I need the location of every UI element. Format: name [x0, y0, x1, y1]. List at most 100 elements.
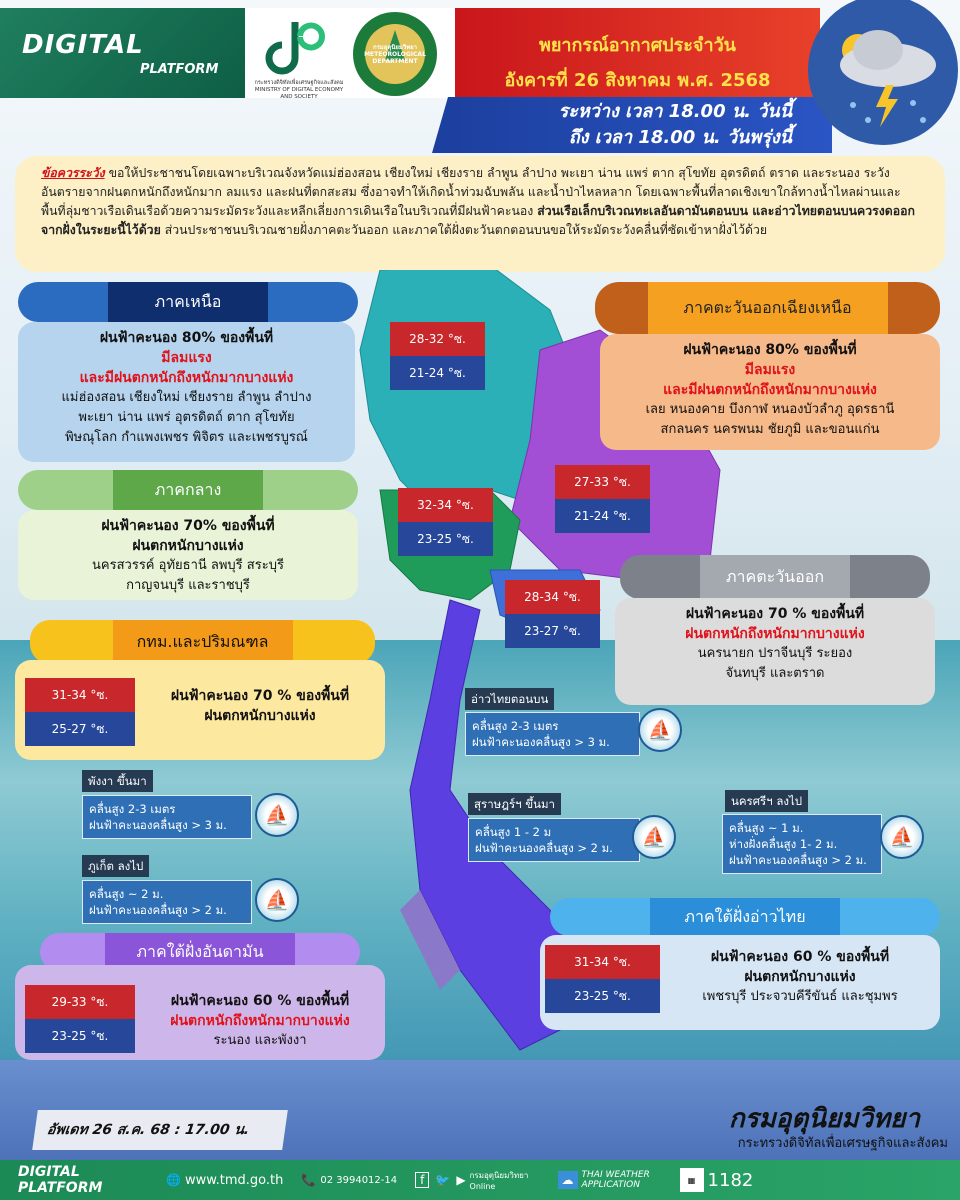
east-temp-low: 23-27 °ซ. — [505, 614, 600, 648]
agency-name: กรมอุตุนิยมวิทยา — [728, 1104, 920, 1134]
ministry-name: กระทรวงดิจิทัลเพื่อเศรษฐกิจและสังคม — [737, 1136, 948, 1151]
central-panel: ฝนฟ้าคะนอง 70% ของพื้นที่ ฝนตกหนักบางแห่… — [18, 510, 358, 600]
sea-area-label: พังงา ขึ้นมา — [82, 770, 153, 792]
central-title: ภาคกลาง — [113, 470, 263, 510]
hotline-number: 1182 — [707, 1169, 754, 1191]
app-icon: ☁ — [557, 1171, 578, 1189]
ship-icon: ⛵ — [638, 708, 682, 752]
wave-height: คลื่นสูง 2-3 เมตร — [89, 802, 176, 816]
north-alert-wind: มีลมแรง — [161, 350, 212, 366]
sea-condition-box: คลื่นสูง 2-3 เมตร ฝนฟ้าคะนองคลื่นสูง > 3 … — [82, 795, 252, 839]
forecast-title: พยากรณ์อากาศประจำวัน — [539, 35, 736, 56]
south-andaman-areas: ระนอง และพังงา — [213, 1033, 307, 1048]
sea-condition-box: คลื่นสูง 1 - 2 มฝนฟ้าคะนองคลื่นสูง > 2 ม… — [468, 818, 640, 862]
east-areas: นครนายก ปราจีนบุรี ระยอง — [697, 646, 853, 661]
footer-bar: DIGITAL PLATFORM 🌐 www.tmd.go.th 📞 02 39… — [0, 1160, 960, 1200]
north-rain: ฝนฟ้าคะนอง 80% ของพื้นที่ — [99, 330, 274, 346]
northeast-temperature: 27-33 °ซ. 21-24 °ซ. — [555, 465, 650, 533]
social-handle: กรมอุตุนิยมวิทยา Online — [469, 1171, 529, 1191]
bangkok-alert: ฝนตกหนักบางแห่ง — [204, 708, 316, 724]
warning-box: ข้อควรระวัง ขอให้ประชาชนโดยเฉพาะบริเวณจั… — [15, 156, 945, 272]
facebook-icon[interactable]: f — [415, 1172, 430, 1188]
north-areas: พิษณุโลก กำแพงเพชร พิจิตร และเพชรบูรณ์ — [65, 430, 308, 445]
north-areas: พะเยา น่าน แพร่ อุตรดิตถ์ ตาก สุโขทัย — [78, 410, 295, 425]
website-link[interactable]: www.tmd.go.th — [184, 1172, 284, 1188]
bangkok-temperature: 31-34 °ซ. 25-27 °ซ. — [25, 678, 135, 746]
north-panel: ฝนฟ้าคะนอง 80% ของพื้นที่ มีลมแรง และมีฝ… — [18, 322, 355, 462]
north-title: ภาคเหนือ — [108, 282, 268, 322]
sea-condition-box: คลื่นสูง ~ 2 ม. ฝนฟ้าคะนองคลื่นสูง > 2 ม. — [82, 880, 252, 924]
sea-area-label: สุราษฎร์ฯ ขึ้นมา — [468, 793, 562, 815]
sea-condition-box: คลื่นสูง ~ 1 ม. ห่างฝั่งคลื่นสูง 1- 2 ม. ฝ… — [722, 814, 882, 874]
twitter-icon[interactable]: 🐦 — [435, 1173, 451, 1187]
north-temp-low: 21-24 °ซ. — [390, 356, 485, 390]
south-gulf-title: ภาคใต้ฝั่งอ่าวไทย — [650, 898, 840, 936]
youtube-icon[interactable]: ▶ — [456, 1173, 466, 1187]
north-alert-rain: และมีฝนตกหนักถึงหนักมากบางแห่ง — [79, 370, 294, 386]
storm-wave-height: ฝนฟ้าคะนองคลื่นสูง > 2 ม. — [729, 853, 867, 867]
storm-wave-height: ฝนฟ้าคะนองคลื่นสูง > 3 ม. — [472, 735, 610, 749]
south-gulf-alert: ฝนตกหนักบางแห่ง — [744, 969, 856, 985]
northeast-areas: เลย หนองคาย บึงกาฬ หนองบัวลำภู อุดรธานี — [645, 402, 895, 417]
period-banner: ระหว่าง เวลา 18.00 น. วันนี้ ถึง เวลา 18… — [432, 97, 832, 153]
platform-logo: PLATFORM — [140, 62, 219, 77]
storm-wave-height: ฝนฟ้าคะนองคลื่นสูง > 2 ม. — [89, 903, 227, 917]
ship-icon: ⛵ — [632, 815, 676, 859]
south-andaman-header: ภาคใต้ฝั่งอันดามัน — [40, 933, 360, 971]
warning-text-2: ส่วนประชาชนบริเวณชายฝั่งภาคตะวันออก และภ… — [160, 223, 768, 237]
northeast-temp-high: 27-33 °ซ. — [555, 465, 650, 499]
forecast-date: อังคารที่ 26 สิงหาคม พ.ศ. 2568 — [504, 70, 771, 91]
north-temp-high: 28-32 °ซ. — [390, 322, 485, 356]
central-temp-high: 32-34 °ซ. — [398, 488, 493, 522]
northeast-title: ภาคตะวันออกเฉียงเหนือ — [647, 282, 888, 334]
central-temp-low: 23-25 °ซ. — [398, 522, 493, 556]
period-start: ระหว่าง เวลา 18.00 น. วันนี้ — [558, 101, 792, 122]
bangkok-rain: ฝนฟ้าคะนอง 70 % ของพื้นที่ — [170, 688, 350, 704]
south-gulf-areas: เพชรบุรี ประจวบคีรีขันธ์ และชุมพร — [702, 989, 898, 1004]
digital-logo: DIGITAL — [22, 30, 144, 60]
northeast-alert-rain: และมีฝนตกหนักถึงหนักมากบางแห่ง — [663, 382, 877, 398]
app-name[interactable]: THAI WEATHER APPLICATION — [581, 1170, 650, 1190]
sun-cloud-thunder-rain-icon — [808, 0, 958, 145]
sea-area-label: นครศรีฯ ลงไป — [725, 790, 809, 812]
east-temperature: 28-34 °ซ. 23-27 °ซ. — [505, 580, 600, 648]
north-areas: แม่ฮ่องสอน เชียงใหม่ เชียงราย ลำพูน ลำปา… — [61, 390, 312, 405]
northeast-areas: สกลนคร นครพนม ชัยภูมิ และขอนแก่น — [660, 422, 880, 437]
north-header: ภาคเหนือ — [18, 282, 358, 322]
globe-icon: 🌐 — [166, 1173, 181, 1187]
northeast-panel: ฝนฟ้าคะนอง 80% ของพื้นที่ มีลมแรง และมีฝ… — [600, 334, 940, 450]
northeast-header: ภาคตะวันออกเฉียงเหนือ — [595, 282, 940, 334]
south-andaman-temp-low: 23-25 °ซ. — [25, 1019, 135, 1053]
south-andaman-rain: ฝนฟ้าคะนอง 60 % ของพื้นที่ — [170, 993, 350, 1009]
south-andaman-temp-high: 29-33 °ซ. — [25, 985, 135, 1019]
south-gulf-rain: ฝนฟ้าคะนอง 60 % ของพื้นที่ — [710, 949, 890, 965]
digital-platform-logo-block — [0, 8, 245, 98]
sea-area-label: ภูเก็ต ลงไป — [82, 855, 150, 877]
ship-icon: ⛵ — [255, 878, 299, 922]
south-andaman-temperature: 29-33 °ซ. 23-25 °ซ. — [25, 985, 135, 1053]
bangkok-temp-high: 31-34 °ซ. — [25, 678, 135, 712]
central-areas: นครสวรรค์ อุทัยธานี ลพบุรี สระบุรี — [92, 558, 284, 573]
update-time: อัพเดท 26 ส.ค. 68 : 17.00 น. — [32, 1110, 288, 1150]
south-andaman-title: ภาคใต้ฝั่งอันดามัน — [105, 933, 295, 971]
central-temperature: 32-34 °ซ. 23-25 °ซ. — [398, 488, 493, 556]
south-gulf-temp-low: 23-25 °ซ. — [545, 979, 660, 1013]
map-andaman-coast — [400, 890, 460, 990]
ministry-logo-text: กระทรวงดิจิทัลเพื่อเศรษฐกิจและสังคม MINI… — [254, 80, 344, 100]
central-areas: กาญจนบุรี และราชบุรี — [126, 578, 250, 593]
ministry-logo-icon — [265, 12, 437, 96]
northeast-alert-wind: มีลมแรง — [744, 362, 796, 378]
northeast-temp-low: 21-24 °ซ. — [555, 499, 650, 533]
warning-lead: ข้อควรระวัง — [41, 166, 105, 180]
central-rain: ฝนฟ้าคะนอง 70% ของพื้นที่ — [101, 518, 275, 534]
bangkok-temp-low: 25-27 °ซ. — [25, 712, 135, 746]
south-gulf-temp-high: 31-34 °ซ. — [545, 945, 660, 979]
wave-height: คลื่นสูง 1 - 2 ม — [475, 825, 552, 839]
sea-area-label: อ่าวไทยตอนบน — [465, 688, 555, 710]
agency-logos: กระทรวงดิจิทัลเพื่อเศรษฐกิจและสังคม MINI… — [245, 8, 455, 100]
phone-number[interactable]: 02 3994012-14 — [320, 1174, 398, 1186]
central-header: ภาคกลาง — [18, 470, 358, 510]
warning-boat-text: ส่วนเรือเล็กบริเวณทะเลอันดามันตอนบน และอ… — [41, 204, 915, 237]
storm-wave-height: ฝนฟ้าคะนองคลื่นสูง > 2 ม. — [475, 841, 613, 855]
qr-code-icon[interactable]: ▦ — [679, 1168, 704, 1192]
